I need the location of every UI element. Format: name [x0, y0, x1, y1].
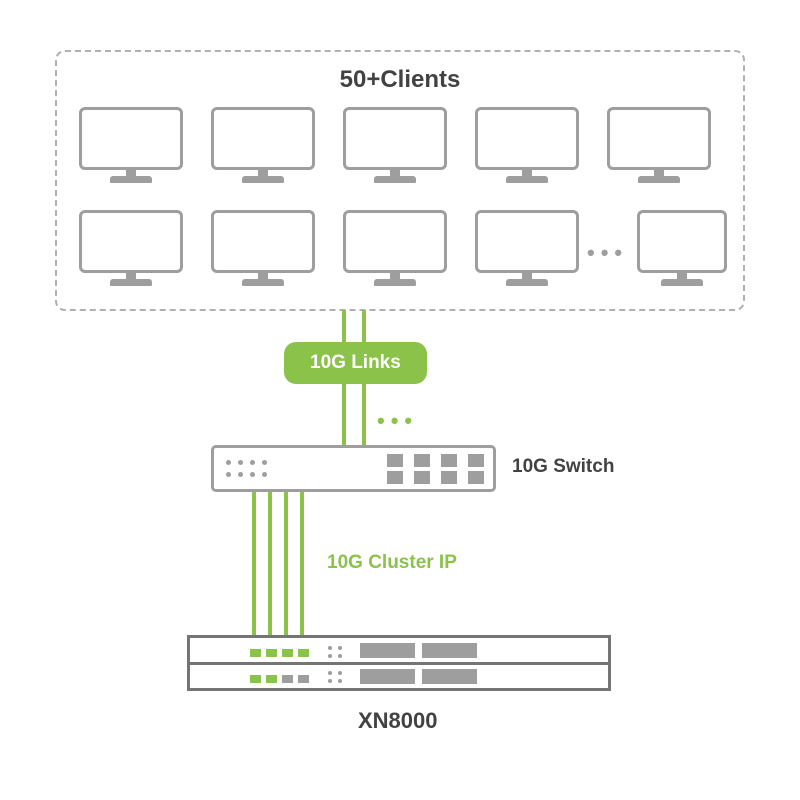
clients-section: 50+Clients ••• [55, 50, 745, 311]
server-label: XN8000 [358, 708, 438, 734]
monitor-icon [607, 107, 711, 189]
monitor-icon [79, 107, 183, 189]
links-badge: 10G Links [284, 342, 427, 384]
diagram-container: 50+Clients ••• [55, 50, 745, 750]
clients-title: 50+Clients [57, 66, 743, 94]
switch-label: 10G Switch [512, 456, 614, 478]
monitor-icon [343, 107, 447, 189]
switch-device [211, 445, 496, 492]
ellipsis-icon: ••• [377, 408, 418, 434]
cluster-line [252, 492, 256, 635]
monitor-icon [211, 107, 315, 189]
server-device [187, 635, 611, 691]
monitor-icon [79, 210, 183, 292]
monitor-icon [211, 210, 315, 292]
link-line [362, 383, 366, 446]
cluster-label: 10G Cluster IP [327, 552, 457, 574]
cluster-line [268, 492, 272, 635]
cluster-line [284, 492, 288, 635]
link-line [342, 383, 346, 446]
monitor-icon [637, 210, 727, 292]
monitor-icon [343, 210, 447, 292]
ellipsis-icon: ••• [587, 240, 628, 266]
monitor-icon [475, 210, 579, 292]
cluster-line [300, 492, 304, 635]
monitor-icon [475, 107, 579, 189]
